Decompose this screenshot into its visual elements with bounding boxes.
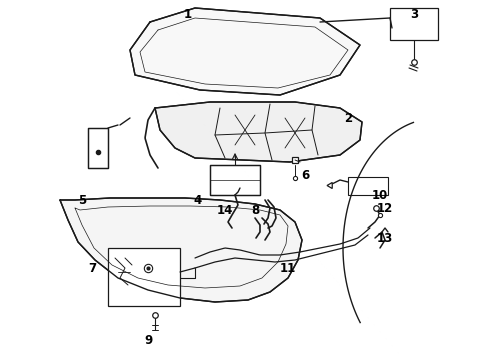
- Text: 2: 2: [344, 112, 352, 125]
- Text: 3: 3: [410, 8, 418, 21]
- Text: 12: 12: [377, 202, 393, 215]
- Text: 4: 4: [194, 194, 202, 207]
- Text: 10: 10: [372, 189, 388, 202]
- Text: 14: 14: [217, 203, 233, 216]
- Text: 9: 9: [144, 333, 152, 346]
- FancyBboxPatch shape: [108, 248, 180, 306]
- Text: 11: 11: [280, 261, 296, 274]
- Polygon shape: [130, 8, 360, 95]
- FancyBboxPatch shape: [390, 8, 438, 40]
- Text: 7: 7: [88, 261, 96, 274]
- Polygon shape: [155, 102, 362, 162]
- Text: 13: 13: [377, 231, 393, 244]
- Polygon shape: [210, 165, 260, 195]
- Text: 8: 8: [251, 203, 259, 216]
- Text: 1: 1: [184, 8, 192, 21]
- Text: 6: 6: [301, 168, 309, 181]
- FancyBboxPatch shape: [348, 177, 388, 195]
- Polygon shape: [88, 128, 108, 168]
- Polygon shape: [60, 198, 302, 302]
- Text: 5: 5: [78, 194, 86, 207]
